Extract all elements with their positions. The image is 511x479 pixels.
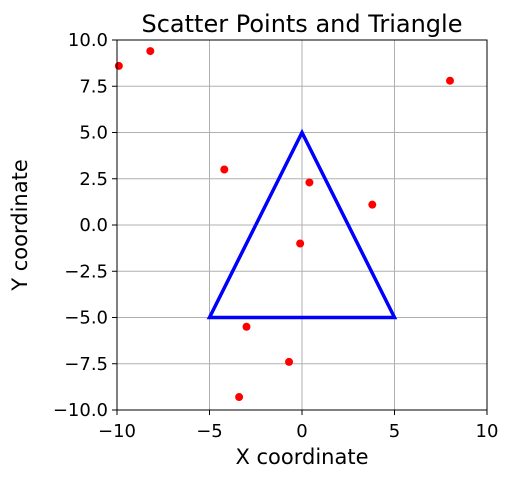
scatter-point <box>114 61 123 70</box>
scatter-point <box>285 357 294 366</box>
x-tick-label: 10 <box>476 421 499 442</box>
chart-title: Scatter Points and Triangle <box>142 10 463 38</box>
y-ticks: 10.0 7.5 5.0 2.5 0.0 −2.5 −5.0 −7.5 −10.0 <box>53 30 117 421</box>
scatter-point <box>220 165 229 174</box>
triangle-outline <box>206 128 398 320</box>
x-tick-label: 0 <box>296 421 307 442</box>
scatter-point <box>446 76 454 85</box>
x-tick-label: 5 <box>389 421 400 442</box>
x-tick-label: −5 <box>196 421 223 442</box>
scatter-points <box>114 47 454 402</box>
y-tick-label: 10.0 <box>68 30 108 51</box>
scatter-point <box>242 322 251 331</box>
scatter-point <box>305 178 314 187</box>
y-tick-label: 7.5 <box>79 76 108 97</box>
y-tick-label: −7.5 <box>64 354 108 375</box>
scatter-point <box>146 47 155 56</box>
triangle <box>206 128 398 320</box>
y-tick-label: −5.0 <box>64 308 108 329</box>
x-axis-label: X coordinate <box>235 445 368 469</box>
y-axis-label: Y coordinate <box>8 159 32 292</box>
y-tick-label: 0.0 <box>79 215 108 236</box>
y-tick-label: 2.5 <box>79 169 108 190</box>
scatter-point <box>235 393 244 402</box>
y-tick-label: −2.5 <box>64 261 108 282</box>
y-tick-label: 5.0 <box>79 123 108 144</box>
grid <box>116 39 488 411</box>
x-ticks: −10 −5 0 5 10 <box>98 410 498 442</box>
x-tick-label: −10 <box>98 421 136 442</box>
scatter-point <box>368 200 377 209</box>
scatter-point <box>296 239 305 248</box>
y-tick-label: −10.0 <box>53 400 108 421</box>
